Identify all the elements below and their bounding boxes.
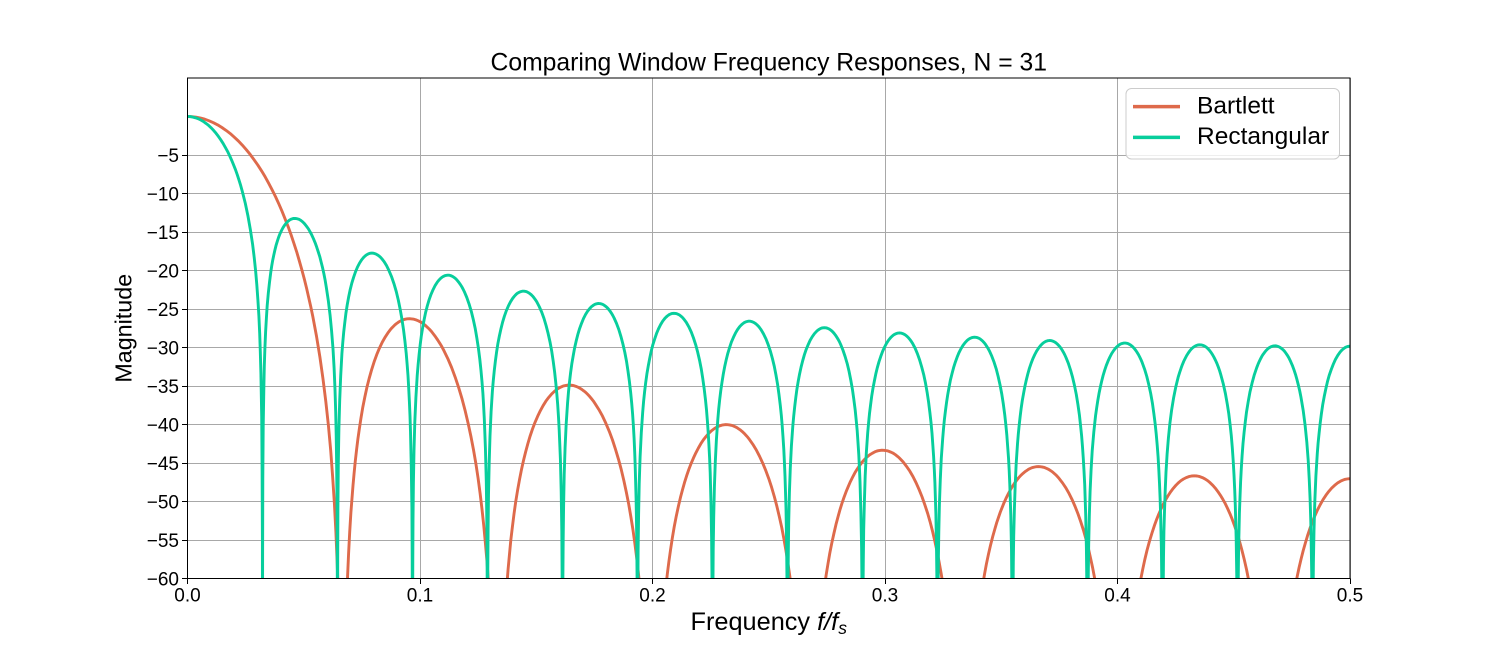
svg-text:−60: −60 — [147, 569, 179, 590]
svg-text:Rectangular: Rectangular — [1197, 123, 1329, 150]
svg-text:0.4: 0.4 — [1104, 586, 1131, 607]
svg-text:−45: −45 — [147, 454, 179, 475]
svg-text:−50: −50 — [147, 492, 179, 513]
svg-text:Magnitude: Magnitude — [110, 274, 136, 383]
svg-text:−30: −30 — [147, 338, 179, 359]
svg-text:Frequency f/fs: Frequency f/fs — [691, 608, 848, 638]
svg-text:−5: −5 — [157, 146, 179, 167]
svg-text:0.3: 0.3 — [872, 586, 898, 607]
svg-text:−10: −10 — [147, 184, 179, 205]
svg-text:0.1: 0.1 — [407, 586, 433, 607]
svg-text:0.2: 0.2 — [639, 586, 665, 607]
svg-text:−20: −20 — [147, 261, 179, 282]
svg-text:0.0: 0.0 — [174, 586, 200, 607]
svg-text:Bartlett: Bartlett — [1197, 93, 1275, 120]
svg-text:−55: −55 — [147, 531, 179, 552]
svg-text:0.5: 0.5 — [1337, 586, 1363, 607]
svg-text:−15: −15 — [147, 223, 179, 244]
svg-text:−25: −25 — [147, 300, 179, 321]
svg-text:Comparing Window Frequency Res: Comparing Window Frequency Responses, N … — [491, 50, 1047, 77]
svg-text:−35: −35 — [147, 377, 179, 398]
svg-text:−40: −40 — [147, 415, 179, 436]
